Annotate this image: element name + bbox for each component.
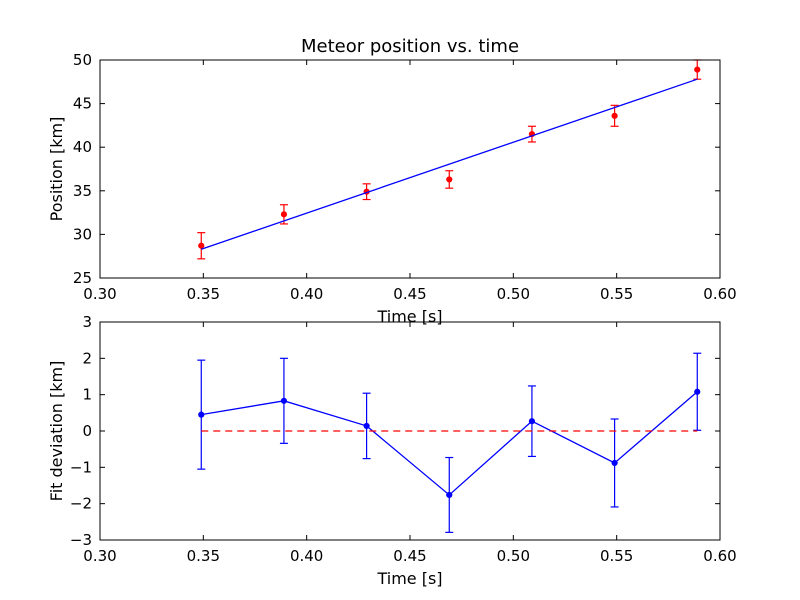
p2-y-tick-label: −1: [70, 458, 92, 476]
p1-x-axis-label: Time [s]: [376, 307, 442, 326]
p2-y-tick-label: 3: [82, 313, 92, 331]
p1-linear-fit-line: [201, 78, 698, 250]
p2-x-axis-label: Time [s]: [376, 569, 442, 588]
p1-measurements-point: [611, 112, 618, 119]
p1-x-tick-label: 0.60: [703, 285, 736, 303]
p1-measurements-point: [446, 176, 453, 183]
p1-measurements-point: [280, 211, 288, 218]
p2-y-tick-label: 0: [82, 422, 92, 440]
p2-x-tick-label: 0.30: [83, 547, 116, 565]
p1-chart-title: Meteor position vs. time: [301, 36, 519, 57]
p1-y-tick-label: 30: [73, 225, 92, 243]
p2-x-tick-label: 0.45: [393, 547, 426, 565]
p1-x-tick-label: 0.50: [497, 285, 530, 303]
p2-deviation-point: [446, 491, 453, 499]
p1-axes-frame: [99, 59, 721, 279]
p2-deviation-point: [198, 411, 205, 418]
p1-y-tick-label: 40: [73, 138, 92, 156]
p2-x-tick-label: 0.40: [290, 547, 323, 565]
p1-y-tick-label: 25: [73, 269, 92, 287]
p1-x-tick-label: 0.35: [187, 285, 220, 303]
p2-deviation-point: [528, 418, 536, 425]
p2-y-tick-label: 2: [82, 349, 92, 367]
p1-x-tick-label: 0.55: [600, 285, 633, 303]
p1-y-axis-label: Position [km]: [47, 117, 66, 222]
p2-y-tick-label: 1: [82, 386, 92, 404]
p2-deviation-point: [611, 459, 618, 467]
p2-x-tick-label: 0.50: [497, 547, 530, 565]
p1-y-tick-label: 50: [73, 51, 92, 69]
p2-deviation-point: [363, 422, 370, 430]
p1-measurements-point: [198, 242, 205, 249]
p1-y-tick-label: 45: [73, 95, 92, 113]
p2-deviation-point: [694, 388, 701, 395]
p1-y-tick-label: 35: [73, 182, 92, 200]
p2-x-tick-label: 0.55: [600, 547, 633, 565]
p2-y-tick-label: −3: [70, 531, 92, 549]
p2-x-tick-label: 0.35: [187, 547, 220, 565]
p1-x-tick-label: 0.45: [393, 285, 426, 303]
p1-x-tick-label: 0.40: [290, 285, 323, 303]
p1-measurements-point: [694, 66, 701, 73]
p2-deviation-point: [280, 397, 288, 404]
p2-x-tick-label: 0.60: [703, 547, 736, 565]
p2-y-axis-label: Fit deviation [km]: [47, 361, 66, 502]
p2-y-tick-label: −2: [70, 495, 92, 513]
p1-x-tick-label: 0.30: [83, 285, 116, 303]
